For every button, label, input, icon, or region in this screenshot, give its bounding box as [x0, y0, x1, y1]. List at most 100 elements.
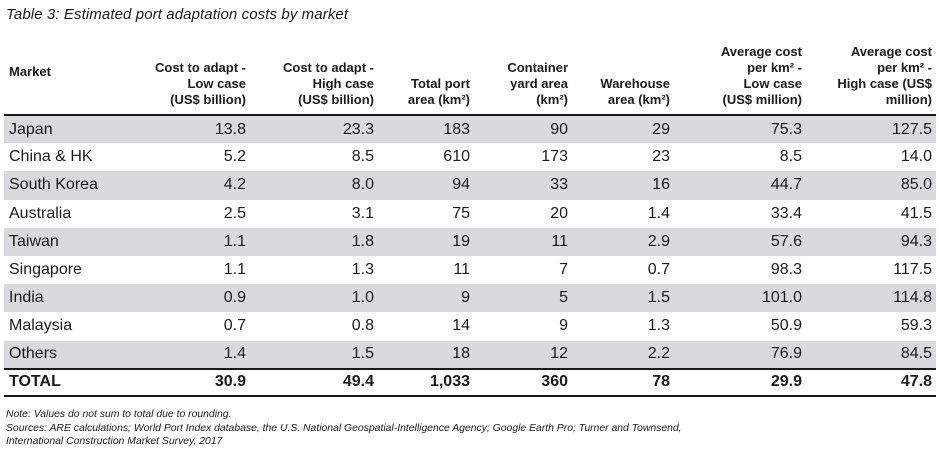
table-row: China & HK 5.2 8.5 610 173 23 8.5 14.0 [4, 143, 936, 171]
cell-market: Japan [4, 115, 122, 144]
cell: 173 [541, 148, 568, 166]
cell: 114.8 [806, 284, 936, 313]
cell: 101.0 [674, 284, 806, 313]
cell: 14.0 [900, 148, 932, 166]
cell: 0.7 [647, 261, 670, 279]
cell: 0.9 [122, 284, 250, 313]
cell-market: Taiwan [4, 227, 122, 256]
cell-market: South Korea [4, 171, 122, 200]
cell-total: 1,033 [378, 367, 474, 397]
column-header-cost-high: Cost to adapt - High case (US$ billion) [250, 30, 378, 116]
port-costs-table: Market Cost to adapt - Low case (US$ bil… [4, 30, 936, 397]
cell-total: 360 [474, 367, 572, 397]
cell: 98.3 [770, 261, 802, 279]
cell-total: 47.8 [806, 367, 936, 397]
cell: 2.2 [572, 340, 674, 369]
sources-note: Sources: ARE calculations; World Port In… [6, 422, 682, 434]
column-header-cost-low: Cost to adapt - Low case (US$ billion) [122, 30, 250, 116]
table-row: Malaysia 0.7 0.8 14 9 1.3 50.9 59.3 [4, 312, 936, 340]
cell: 41.5 [900, 204, 932, 222]
cell: 2.9 [572, 227, 674, 256]
cell: 33 [474, 171, 572, 200]
cell: 5.2 [223, 148, 246, 166]
cell: 50.9 [770, 317, 802, 335]
cell: 16 [572, 171, 674, 200]
column-header-avg-cost-low: Average cost per km² - Low case (US$ mil… [674, 30, 806, 116]
cell: 57.6 [674, 227, 806, 256]
cell: 127.5 [806, 115, 936, 144]
cell-total-label: TOTAL [4, 367, 122, 397]
cell: 33.4 [770, 204, 802, 222]
cell: 14 [452, 317, 470, 335]
cell: 1.4 [122, 340, 250, 369]
cell-total: 78 [572, 367, 674, 397]
column-header-avg-cost-high: Average cost per km² - High case (US$ mi… [806, 30, 936, 116]
table-row: Japan 13.8 23.3 183 90 29 75.3 127.5 [4, 115, 936, 144]
cell: 75 [452, 204, 470, 222]
cell-total: 30.9 [122, 367, 250, 397]
cell: 23.3 [250, 115, 378, 144]
table-notes: Note: Values do not sum to total due to … [6, 408, 934, 449]
cell: 3.1 [351, 204, 374, 222]
column-header-container-yard-area: Container yard area (km²) [474, 30, 572, 116]
table-row: Australia 2.5 3.1 75 20 1.4 33.4 41.5 [4, 200, 936, 228]
cell: 44.7 [674, 171, 806, 200]
cell: 1.3 [647, 317, 670, 335]
cell: 94.3 [806, 227, 936, 256]
total-row: TOTAL 30.9 49.4 1,033 360 78 29.9 47.8 [4, 367, 936, 397]
cell: 20 [550, 204, 568, 222]
cell: 1.1 [223, 261, 246, 279]
cell-market: Australia [9, 204, 72, 222]
table-row: India 0.9 1.0 9 5 1.5 101.0 114.8 [4, 284, 936, 313]
cell: 1.0 [250, 284, 378, 313]
cell: 90 [474, 115, 572, 144]
cell: 5 [474, 284, 572, 313]
column-header-market: Market [4, 30, 122, 116]
cell: 2.5 [223, 204, 246, 222]
table-row: Others 1.4 1.5 18 12 2.2 76.9 84.5 [4, 340, 936, 369]
cell-market: Singapore [9, 261, 82, 279]
rounding-note: Note: Values do not sum to total due to … [6, 409, 232, 420]
cell: 19 [378, 227, 474, 256]
cell: 1.1 [122, 227, 250, 256]
cell-market: Malaysia [9, 317, 73, 335]
cell: 610 [443, 148, 470, 166]
cell-market: China & HK [9, 148, 93, 166]
cell: 11 [453, 261, 470, 279]
table-row: Taiwan 1.1 1.8 19 11 2.9 57.6 94.3 [4, 227, 936, 256]
sources-note-continued: International Construction Market Survey… [6, 436, 223, 448]
cell-market: Others [4, 340, 122, 369]
cell: 117.5 [893, 261, 932, 279]
cell: 94 [378, 171, 474, 200]
cell: 9 [378, 284, 474, 313]
cell: 75.3 [674, 115, 806, 144]
cell: 4.2 [122, 171, 250, 200]
cell: 85.0 [806, 171, 936, 200]
cell: 183 [378, 115, 474, 144]
cell: 84.5 [806, 340, 936, 369]
header-row: Market Cost to adapt - Low case (US$ bil… [4, 30, 936, 116]
cell: 13.8 [122, 115, 250, 144]
table-caption: Table 3: Estimated port adaptation costs… [6, 6, 349, 23]
table-row: South Korea 4.2 8.0 94 33 16 44.7 85.0 [4, 171, 936, 200]
column-header-warehouse-area: Warehouse area (km²) [572, 30, 674, 116]
cell: 0.8 [351, 317, 374, 335]
cell: 1.5 [250, 340, 378, 369]
cell: 23 [652, 148, 670, 166]
cell: 1.4 [647, 204, 670, 222]
cell: 1.5 [572, 284, 674, 313]
cell: 0.7 [223, 317, 246, 335]
cell-total: 29.9 [674, 367, 806, 397]
cell: 11 [474, 227, 572, 256]
cell: 7 [559, 261, 568, 279]
cell: 8.0 [250, 171, 378, 200]
cell: 9 [559, 317, 568, 335]
table-row: Singapore 1.1 1.3 11 7 0.7 98.3 117.5 [4, 256, 936, 284]
cell: 18 [378, 340, 474, 369]
column-header-total-port-area: Total port area (km²) [378, 30, 474, 116]
cell-market: India [4, 284, 122, 313]
cell: 1.3 [351, 261, 374, 279]
cell: 1.8 [250, 227, 378, 256]
cell: 29 [572, 115, 674, 144]
